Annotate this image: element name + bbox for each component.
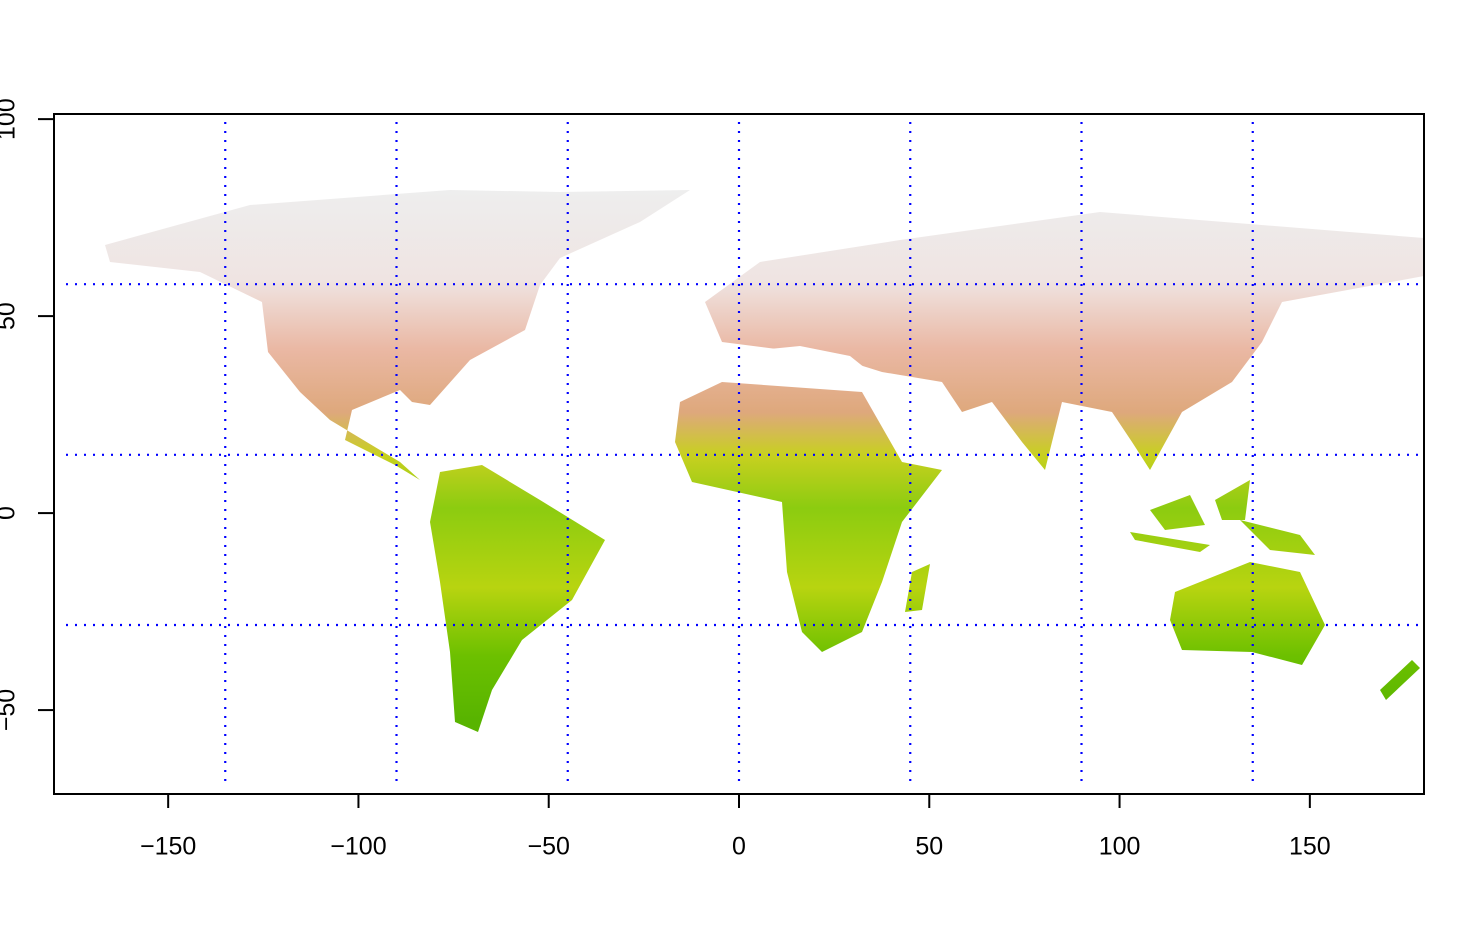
south-america <box>430 465 605 732</box>
x-tick-label: −150 <box>140 833 196 861</box>
eurasia <box>705 212 1424 470</box>
y-tick-label: 0 <box>0 506 21 520</box>
mediterranean <box>740 346 870 372</box>
y-tick-label: 50 <box>0 302 21 330</box>
x-tick-label: −50 <box>528 833 570 861</box>
grid <box>66 122 1424 782</box>
land <box>105 190 1424 732</box>
x-tick-label: 100 <box>1099 833 1141 861</box>
x-tick-label: 50 <box>915 833 943 861</box>
x-tick-label: 150 <box>1289 833 1331 861</box>
australia <box>1170 562 1325 665</box>
x-tick-label: −100 <box>330 833 386 861</box>
southeast-asia <box>1130 480 1315 555</box>
axes: −150 −100 −50 0 50 100 150 100 50 0 −50 <box>0 98 1331 860</box>
y-tick-label: 100 <box>0 98 21 140</box>
africa <box>675 382 942 652</box>
north-america <box>105 190 690 480</box>
x-tick-label: 0 <box>732 833 746 861</box>
y-tick-label: −50 <box>0 689 21 731</box>
new-zealand <box>1380 660 1420 700</box>
